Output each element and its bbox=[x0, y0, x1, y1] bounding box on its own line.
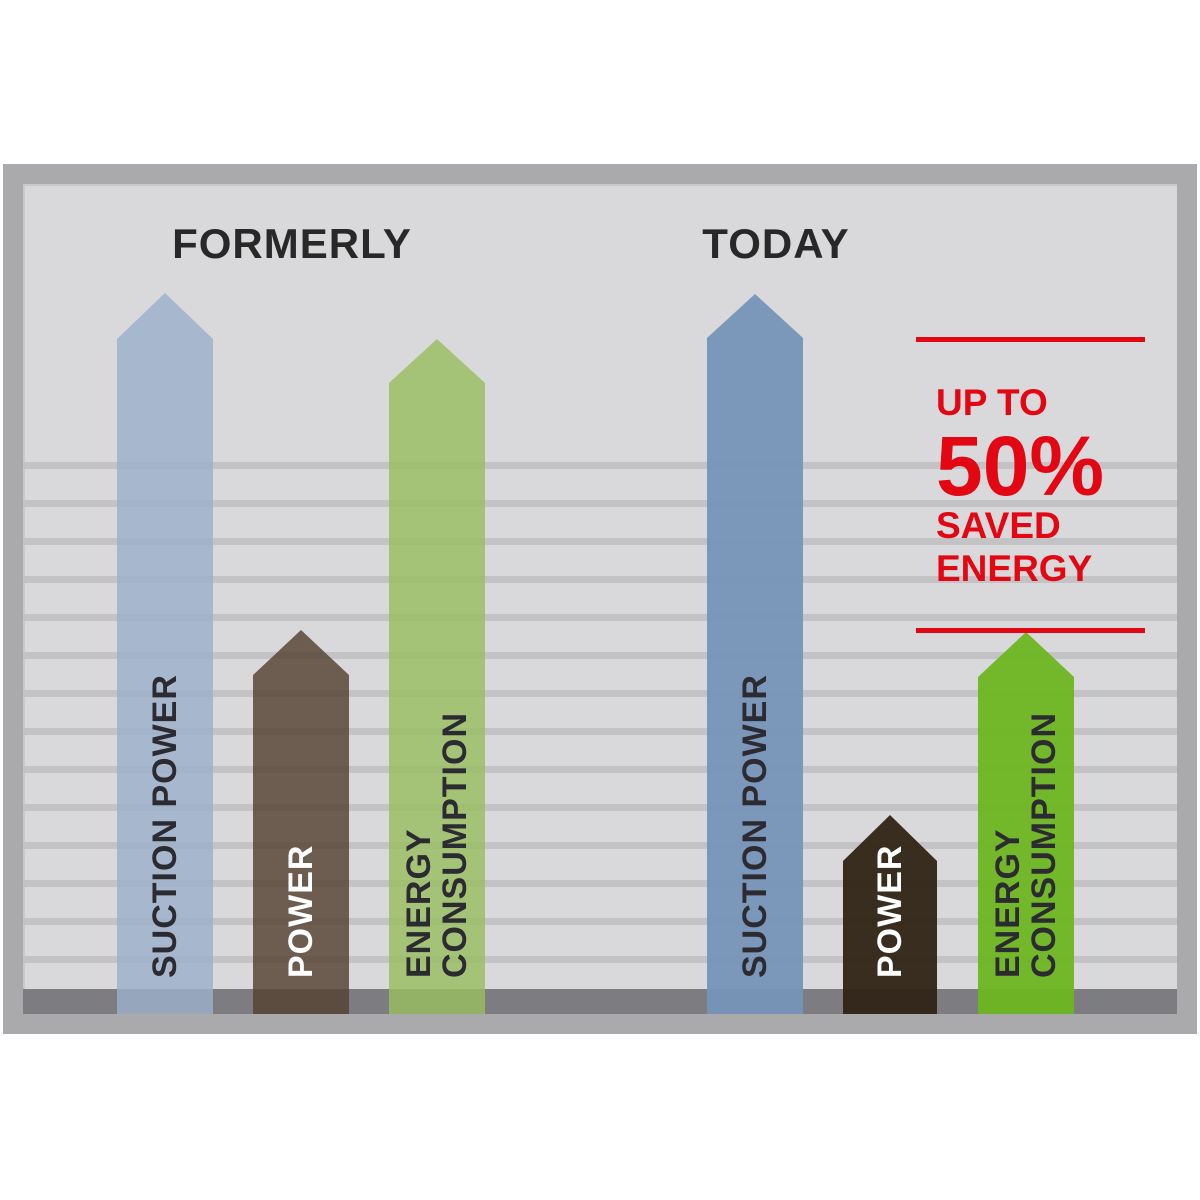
callout-up-to: UP TO bbox=[936, 382, 1048, 423]
callout-percent: 50% bbox=[936, 419, 1105, 513]
label-line-consumption: CONSUMPTION bbox=[436, 712, 474, 978]
callout-saved: SAVED bbox=[936, 505, 1061, 546]
label-formerly-power: POWER bbox=[282, 844, 320, 978]
callout-energy: ENERGY bbox=[936, 548, 1093, 589]
bar-today-energy-consumption bbox=[978, 632, 1074, 1014]
label-formerly-energy-consumption: ENERGY CONSUMPTION bbox=[400, 712, 474, 978]
label-line-consumption: CONSUMPTION bbox=[1025, 712, 1063, 978]
group-title-today: TODAY bbox=[702, 220, 850, 267]
callout-bottom-rule bbox=[916, 628, 1145, 633]
bar-formerly-power bbox=[253, 630, 349, 1014]
label-today-suction-power: SUCTION POWER bbox=[736, 674, 774, 978]
label-today-energy-consumption: ENERGY CONSUMPTION bbox=[989, 712, 1063, 978]
label-today-power: POWER bbox=[871, 844, 909, 978]
bar-today-power bbox=[843, 815, 937, 1014]
chart-panel: FORMERLY TODAY SUCTION POWER POWER ENERG… bbox=[23, 184, 1177, 1014]
bar-today-suction-power bbox=[707, 294, 803, 1014]
gray-frame: FORMERLY TODAY SUCTION POWER POWER ENERG… bbox=[3, 164, 1197, 1034]
bar-formerly-suction-power bbox=[117, 293, 213, 1014]
callout-top-rule bbox=[916, 337, 1145, 342]
bar-formerly-energy-consumption bbox=[389, 339, 485, 1014]
label-line-energy: ENERGY bbox=[989, 828, 1027, 978]
arrow-bars bbox=[117, 293, 1074, 1014]
group-title-formerly: FORMERLY bbox=[172, 220, 412, 267]
label-formerly-suction-power: SUCTION POWER bbox=[146, 674, 184, 978]
label-line-energy: ENERGY bbox=[400, 828, 438, 978]
